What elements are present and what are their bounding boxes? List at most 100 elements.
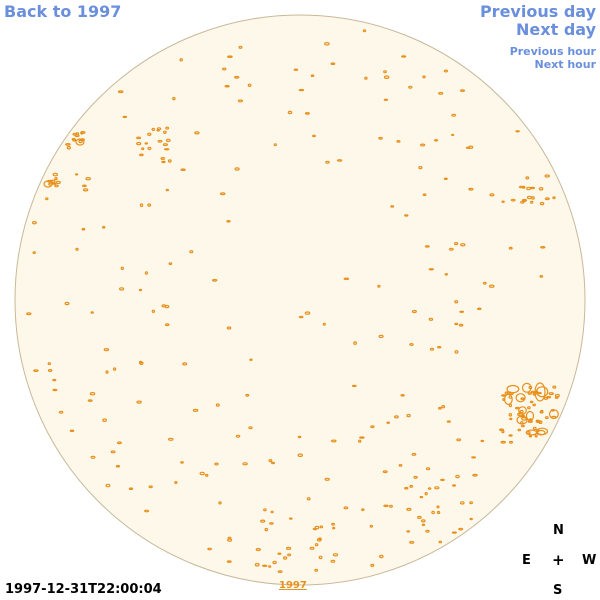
contour-mark	[434, 139, 439, 142]
contour-mark	[500, 440, 506, 444]
contour-mark	[144, 509, 150, 513]
contour-mark	[520, 397, 525, 401]
contour-mark	[74, 134, 80, 138]
contour-mark	[105, 483, 111, 488]
contour-mark	[530, 200, 534, 204]
next-day-link[interactable]: Next day	[516, 20, 596, 39]
contour-mark	[118, 287, 125, 291]
contour-mark	[488, 284, 495, 288]
contour-mark	[270, 510, 274, 514]
contour-mark	[451, 113, 457, 117]
contour-mark	[286, 546, 292, 551]
contour-mark	[427, 487, 432, 490]
contour-mark	[535, 386, 549, 398]
contour-mark	[332, 553, 339, 557]
contour-mark	[298, 88, 305, 92]
contour-mark	[314, 568, 319, 572]
contour-mark	[268, 459, 273, 463]
contour-mark	[136, 400, 142, 404]
contour-mark	[454, 350, 459, 354]
contour-mark	[172, 96, 176, 101]
contour-mark	[318, 555, 323, 560]
contour-mark	[69, 429, 75, 433]
contour-mark	[409, 484, 414, 488]
contour-mark	[468, 145, 474, 149]
contour-mark	[499, 428, 505, 431]
contour-mark	[47, 362, 52, 366]
previous-hour-link[interactable]: Previous hour	[509, 45, 596, 58]
contour-mark	[122, 115, 128, 119]
contour-mark	[167, 159, 172, 163]
contour-mark	[448, 247, 454, 251]
contour-mark	[194, 131, 200, 135]
contour-mark	[521, 185, 526, 189]
contour-mark	[147, 203, 152, 207]
contour-mark	[287, 110, 293, 115]
contour-mark	[532, 426, 537, 431]
contour-mark	[411, 309, 417, 314]
contour-mark	[72, 138, 77, 142]
contour-mark	[438, 406, 442, 410]
previous-day-link[interactable]: Previous day	[479, 2, 596, 21]
contour-mark	[330, 62, 336, 65]
contour-mark	[480, 439, 485, 443]
contour-mark	[418, 165, 423, 170]
contour-mark	[50, 179, 56, 183]
contour-mark	[536, 429, 546, 436]
contour-mark	[406, 530, 411, 533]
contour-mark	[408, 85, 413, 89]
contour-mark	[406, 507, 412, 511]
contour-mark	[26, 312, 32, 316]
contour-mark	[502, 398, 506, 402]
contour-mark	[421, 523, 426, 527]
contour-mark	[147, 132, 152, 136]
contour-mark	[293, 68, 299, 71]
year-link[interactable]: 1997	[279, 580, 307, 591]
contour-mark	[396, 139, 401, 143]
contour-mark	[272, 560, 277, 565]
contour-mark	[269, 522, 274, 525]
contour-mark	[528, 418, 533, 422]
contour-mark	[298, 315, 304, 319]
contour-mark	[330, 559, 336, 563]
contour-mark	[548, 392, 555, 396]
contour-mark	[112, 367, 117, 371]
contour-mark	[422, 193, 427, 196]
contour-mark	[390, 205, 395, 208]
contour-mark	[552, 385, 557, 389]
contour-mark	[147, 146, 152, 151]
contour-mark	[128, 487, 134, 490]
contour-mark	[136, 141, 142, 146]
contour-mark	[66, 145, 71, 150]
contour-mark	[264, 527, 269, 532]
contour-loop	[43, 180, 53, 188]
contour-mark	[529, 400, 534, 404]
contour-mark	[552, 196, 556, 200]
contour-mark	[277, 552, 282, 555]
contour-mark	[378, 334, 384, 339]
contour-mark	[521, 199, 526, 203]
contour-mark	[455, 474, 460, 479]
contour-mark	[165, 188, 169, 192]
contour-mark	[451, 133, 455, 137]
contour-mark	[226, 326, 232, 330]
back-to-year-link[interactable]: Back to 1997	[4, 2, 122, 21]
observation-timestamp: 1997-12-31T22:00:04	[5, 582, 162, 597]
solar-disk	[14, 14, 586, 586]
contour-mark	[400, 393, 405, 397]
contour-mark	[521, 417, 527, 421]
next-hour-link[interactable]: Next hour	[534, 58, 597, 71]
contour-mark	[406, 413, 411, 418]
contour-mark	[527, 406, 531, 410]
contour-mark	[165, 138, 171, 143]
contour-loop	[516, 415, 528, 425]
contour-mark	[443, 69, 448, 73]
contour-mark	[52, 388, 58, 392]
contour-mark	[85, 176, 92, 181]
contour-mark	[517, 428, 522, 432]
compass-north-label: N	[553, 523, 564, 538]
contour-mark	[105, 370, 109, 374]
contour-mark	[525, 429, 538, 436]
contour-mark	[81, 184, 87, 188]
contour-mark	[409, 540, 415, 544]
